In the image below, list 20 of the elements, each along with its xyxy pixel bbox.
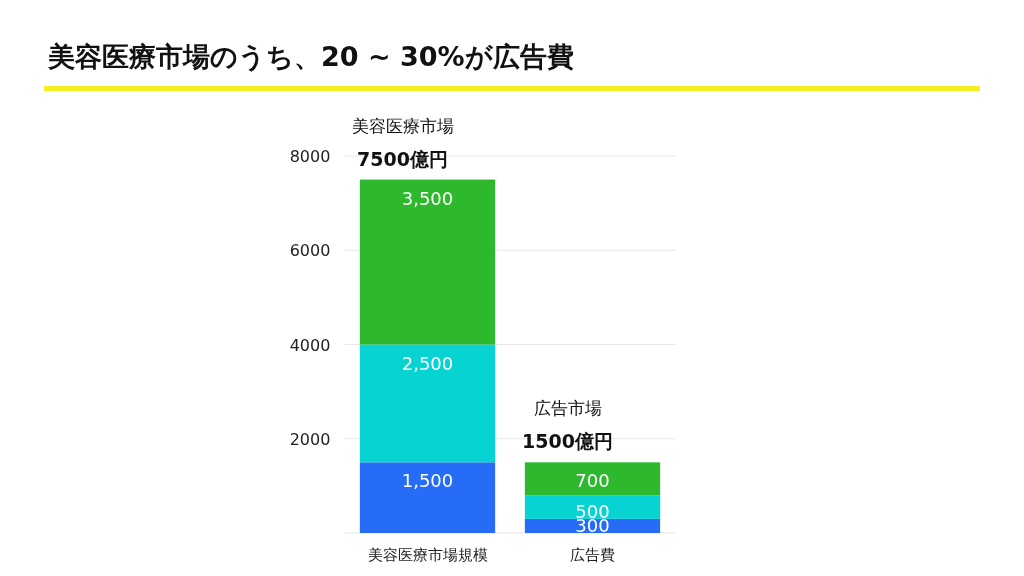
data-label: 700: [575, 470, 610, 492]
data-label: 1,500: [401, 470, 454, 492]
chart-title: 美容医療市場のうち、20 ~ 30%が広告費: [47, 41, 574, 72]
x-tick-label: 美容医療市場規模: [367, 546, 488, 564]
y-tick-label: 4000: [289, 335, 331, 355]
annotation: 広告市場: [533, 398, 602, 419]
data-label: 3,500: [401, 187, 454, 209]
x-tick-label: 広告費: [570, 546, 615, 564]
annotation: 美容医療市場: [351, 115, 454, 136]
y-tick-label: 6000: [289, 241, 331, 261]
bar: [359, 462, 496, 533]
bar: [359, 179, 496, 345]
y-tick-label: 8000: [289, 147, 331, 166]
bar: [524, 495, 661, 519]
annotation: 7500億円: [357, 147, 448, 170]
annotation: 1500億円: [522, 430, 613, 453]
bar: [524, 462, 661, 496]
y-tick-label: 2000: [289, 429, 331, 449]
bar: [359, 344, 496, 463]
data-label: 2,500: [401, 352, 454, 374]
